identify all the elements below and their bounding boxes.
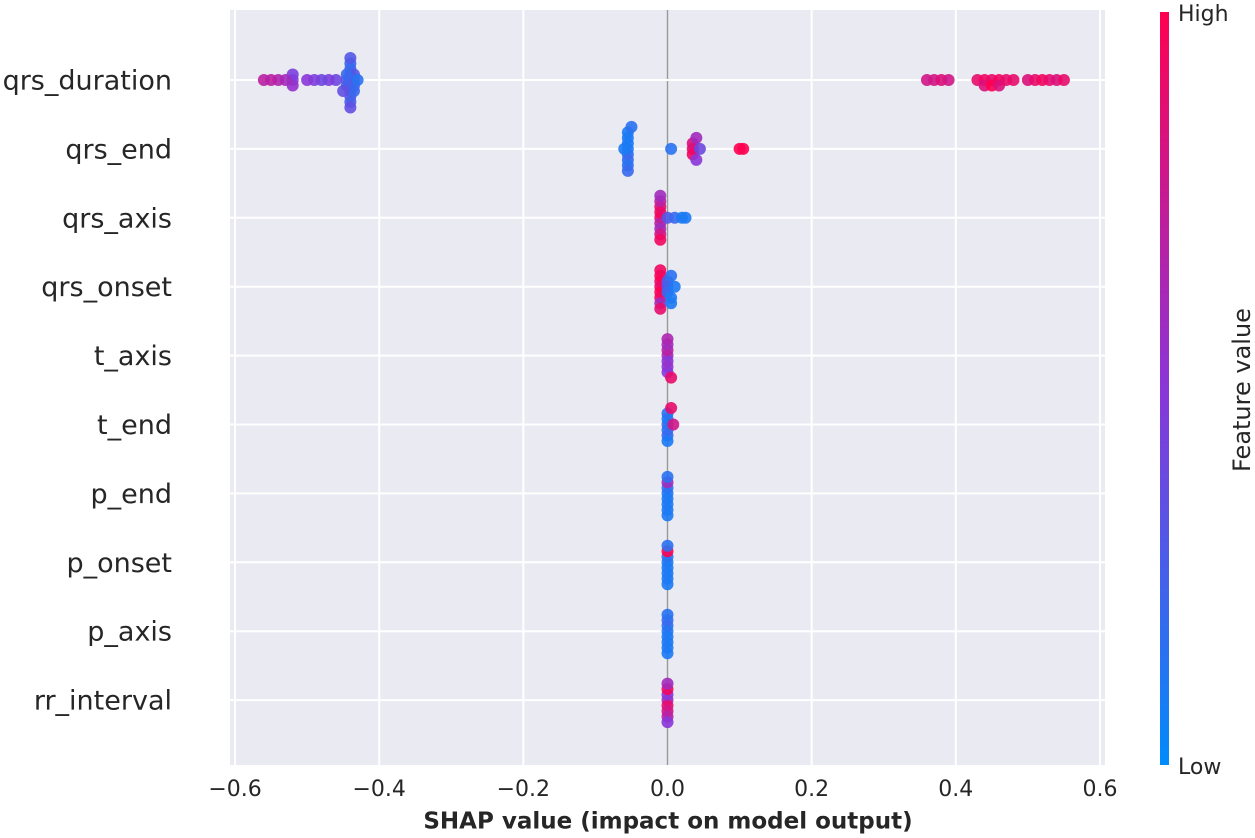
dot [301,74,314,86]
dot [625,120,638,133]
dot [942,74,955,86]
x-tick-label: −0.4 [352,777,405,802]
dot [661,333,674,346]
y-tick-label: qrs_duration [3,66,172,97]
colorbar-high-label: High [1178,2,1229,27]
dot [665,297,678,310]
x-tick-label: 0.0 [650,777,685,802]
dot [654,189,667,202]
dot [665,371,678,384]
dot [661,539,674,552]
colorbar-title: Feature value [1228,308,1255,472]
dot [340,68,353,81]
dot [618,142,631,155]
dot [661,608,674,621]
colorbar [1160,12,1169,765]
dot [661,509,674,522]
marks [257,52,1070,729]
y-tick-label: qrs_end [65,134,172,165]
dot [690,131,703,144]
dot [665,142,678,155]
dot [661,716,674,729]
y-tick-label: qrs_onset [41,272,172,303]
colorbar-low-label: Low [1178,755,1221,780]
dot [661,578,674,591]
dot [668,280,681,293]
x-tick-label: 0.2 [794,777,829,802]
dot [344,101,357,114]
dot [661,435,674,447]
dot [654,302,667,315]
x-tick-label: −0.2 [497,777,550,802]
x-tick-label: −0.6 [208,777,261,802]
dot [690,153,703,166]
dot [679,211,692,224]
dot [661,470,674,483]
dot [1057,74,1070,86]
y-tick-label: t_axis [94,341,172,372]
dot [621,164,634,177]
dot [257,74,270,86]
y-tick-label: p_onset [66,548,172,579]
dot [344,52,357,64]
x-tick-label: 0.6 [1082,777,1117,802]
y-tick-label: rr_interval [34,686,172,717]
dot [1007,74,1020,86]
dot [661,647,674,660]
dot [654,233,667,246]
dot [665,402,678,414]
dot [351,74,364,86]
dot [737,142,750,155]
y-tick-label: p_axis [87,617,172,648]
y-tick-label: p_end [90,479,172,510]
dot [337,85,350,97]
dot [661,677,674,690]
dot [654,264,667,277]
x-axis-label: SHAP value (impact on model output) [423,809,912,835]
dot [667,418,680,431]
x-tick-label: 0.4 [938,777,973,802]
y-tick-label: qrs_axis [62,203,172,234]
dot [693,142,706,155]
dot [665,269,678,282]
y-tick-label: t_end [97,410,172,441]
